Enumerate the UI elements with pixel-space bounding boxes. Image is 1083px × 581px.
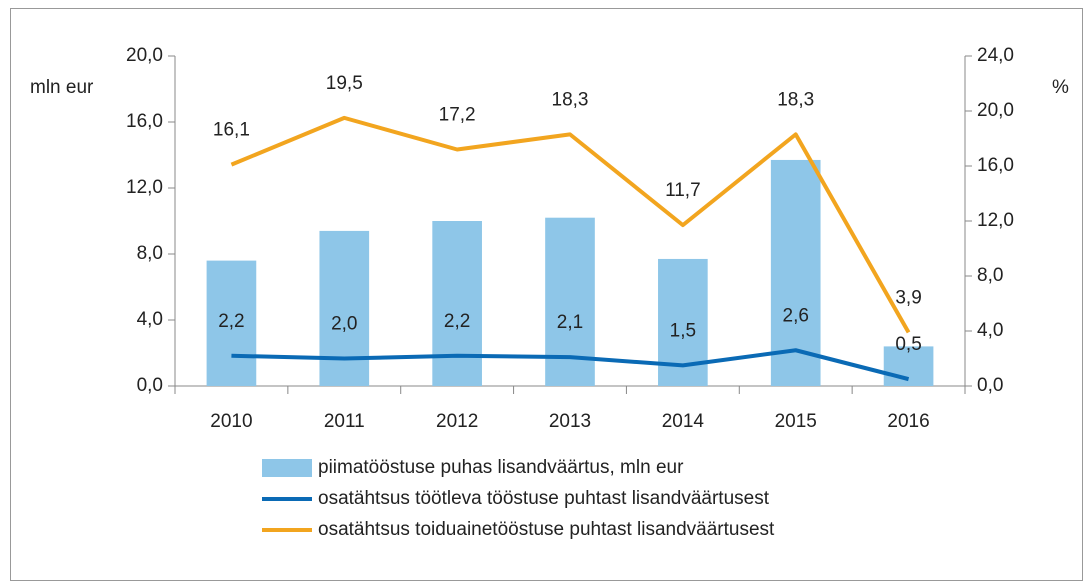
value-label: 2,6 <box>783 305 809 326</box>
value-label: 19,5 <box>326 73 363 94</box>
y2-tick-label: 20,0 <box>977 100 1014 121</box>
y-tick-label: 12,0 <box>126 177 163 198</box>
line <box>231 348 910 382</box>
x-tick-label: 2012 <box>436 411 478 432</box>
x-tick-label: 2011 <box>324 411 365 432</box>
value-label: 3,9 <box>895 287 921 308</box>
bar <box>206 260 257 386</box>
y-axis-label: mln eur <box>30 77 94 98</box>
y-tick-label: 4,0 <box>137 309 163 330</box>
y-tick-label: 8,0 <box>137 243 163 264</box>
x-tick-label: 2014 <box>662 411 705 432</box>
legend-swatch <box>262 459 312 477</box>
y2-tick-label: 0,0 <box>977 375 1003 396</box>
bar <box>432 221 482 386</box>
y2-tick-label: 16,0 <box>977 155 1014 176</box>
value-label: 0,5 <box>895 334 921 355</box>
y2-tick-label: 4,0 <box>977 320 1003 341</box>
line <box>230 115 911 334</box>
y2-axis-label: % <box>1052 77 1069 98</box>
value-label: 2,2 <box>218 311 244 332</box>
value-label: 1,5 <box>670 320 696 341</box>
value-label: 11,7 <box>665 180 701 201</box>
value-label: 2,0 <box>331 314 357 335</box>
value-label: 16,1 <box>213 120 250 141</box>
value-label: 17,2 <box>439 105 476 126</box>
y-tick-label: 16,0 <box>126 111 163 132</box>
bar <box>319 230 370 386</box>
y2-tick-label: 8,0 <box>977 265 1003 286</box>
y-tick-label: 0,0 <box>137 375 163 396</box>
x-tick-label: 2010 <box>210 411 252 432</box>
legend-label: osatähtsus toiduainetööstuse puhtast lis… <box>318 519 775 540</box>
value-label: 2,1 <box>557 312 583 333</box>
bar <box>883 346 934 386</box>
legend-label: osatähtsus töötleva tööstuse puhtast lis… <box>318 488 770 509</box>
y-tick-label: 20,0 <box>126 45 163 66</box>
x-tick-label: 2013 <box>549 411 591 432</box>
value-label: 18,3 <box>777 89 814 110</box>
legend-label: piimatööstuse puhas lisandväärtus, mln e… <box>318 457 684 478</box>
value-label: 18,3 <box>552 89 589 110</box>
y2-tick-label: 24,0 <box>977 45 1014 66</box>
value-label: 2,2 <box>444 311 470 332</box>
y2-tick-label: 12,0 <box>977 210 1014 231</box>
bar <box>545 217 595 386</box>
x-tick-label: 2016 <box>887 411 929 432</box>
x-tick-label: 2015 <box>775 411 817 432</box>
